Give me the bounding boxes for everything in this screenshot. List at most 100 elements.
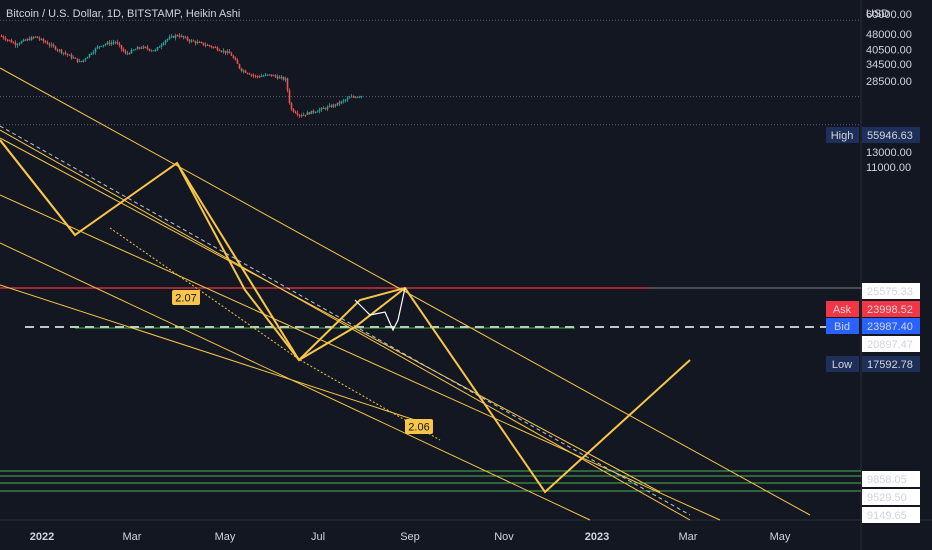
- candle: [268, 74, 271, 76]
- price-label-name-box: [826, 301, 859, 317]
- candle: [100, 45, 103, 47]
- candle: [112, 42, 115, 44]
- candle: [186, 37, 189, 40]
- chart-title: Bitcoin / U.S. Dollar, 1D, BITSTAMP, Hei…: [6, 8, 241, 20]
- candle: [208, 44, 211, 46]
- candle: [98, 46, 101, 48]
- candle: [162, 43, 165, 45]
- price-label-value: 23998.52: [867, 304, 913, 316]
- candle: [204, 44, 207, 46]
- harmonic-pattern: [176, 162, 300, 361]
- trend-line: [0, 129, 691, 521]
- candle: [48, 44, 51, 46]
- candle: [358, 96, 361, 98]
- x-tick-label: Nov: [494, 531, 514, 543]
- y-tick-label: 28500.00: [866, 76, 912, 88]
- candle: [62, 52, 65, 54]
- candle: [320, 107, 323, 110]
- axis-currency: USD: [866, 8, 889, 20]
- candle: [344, 99, 347, 101]
- candle: [296, 113, 299, 115]
- candle: [250, 74, 253, 76]
- y-tick-label: 34500.00: [866, 59, 912, 71]
- candle: [24, 39, 27, 41]
- candle: [158, 46, 161, 48]
- candle: [134, 49, 137, 51]
- candle: [122, 49, 125, 52]
- candle: [234, 57, 237, 61]
- candle: [26, 38, 29, 41]
- candle: [74, 57, 77, 59]
- candle: [38, 38, 41, 40]
- candle: [180, 35, 183, 37]
- candle: [92, 52, 95, 54]
- candle: [348, 97, 351, 99]
- candle: [326, 106, 329, 110]
- candle: [356, 96, 359, 98]
- price-label-name: High: [831, 130, 854, 142]
- price-label-name-box: [826, 127, 859, 143]
- candle: [280, 77, 283, 79]
- price-label-value: 20897.47: [867, 339, 913, 351]
- candle: [354, 96, 357, 98]
- candle: [10, 40, 13, 43]
- candle: [130, 49, 133, 54]
- candle: [304, 114, 307, 116]
- trend-line: [0, 67, 811, 516]
- candle: [16, 44, 19, 46]
- candle: [286, 78, 289, 91]
- candle: [68, 54, 71, 56]
- candle: [224, 50, 227, 53]
- x-tick-label: 2022: [30, 531, 54, 543]
- median-line: [0, 125, 691, 516]
- candle: [18, 43, 21, 45]
- trend-line: [0, 137, 661, 493]
- candle: [120, 45, 123, 50]
- candle: [78, 61, 81, 63]
- candle: [342, 100, 345, 102]
- candle: [108, 42, 111, 45]
- candle: [174, 35, 177, 38]
- x-tick-label: Sep: [400, 531, 420, 543]
- harmonic-pattern: [0, 139, 76, 236]
- candle: [324, 108, 327, 110]
- candle: [176, 35, 179, 37]
- candle: [66, 53, 69, 55]
- price-label-box: [862, 336, 920, 352]
- candle: [338, 102, 341, 104]
- price-label-box: [862, 301, 920, 317]
- candle: [170, 36, 173, 38]
- candle: [288, 90, 291, 104]
- candle: [168, 37, 171, 40]
- candle: [94, 48, 97, 53]
- candle: [106, 42, 109, 45]
- y-tick-label: 13000.00: [866, 147, 912, 159]
- candle: [198, 41, 201, 43]
- candle: [58, 49, 61, 51]
- candle: [226, 51, 229, 53]
- price-label-name: Low: [832, 359, 852, 371]
- candle: [22, 39, 25, 42]
- candle: [270, 74, 273, 76]
- candle: [200, 42, 203, 44]
- candle: [142, 46, 145, 49]
- candle: [334, 104, 337, 106]
- candle: [110, 42, 113, 45]
- candle: [72, 57, 75, 59]
- candle: [156, 47, 159, 50]
- price-label-value: 9149.65: [867, 510, 907, 522]
- candle: [88, 53, 91, 58]
- candle: [136, 47, 139, 50]
- candle: [40, 38, 43, 40]
- candles: [0, 33, 363, 119]
- candle: [194, 41, 197, 44]
- candle: [316, 111, 319, 113]
- candle: [60, 49, 63, 53]
- x-tick-label: 2023: [585, 531, 609, 543]
- candle: [336, 102, 339, 106]
- candle: [300, 115, 303, 117]
- price-label-name-box: [826, 356, 859, 372]
- candle: [302, 114, 305, 116]
- y-tick-label: 40500.00: [866, 44, 912, 56]
